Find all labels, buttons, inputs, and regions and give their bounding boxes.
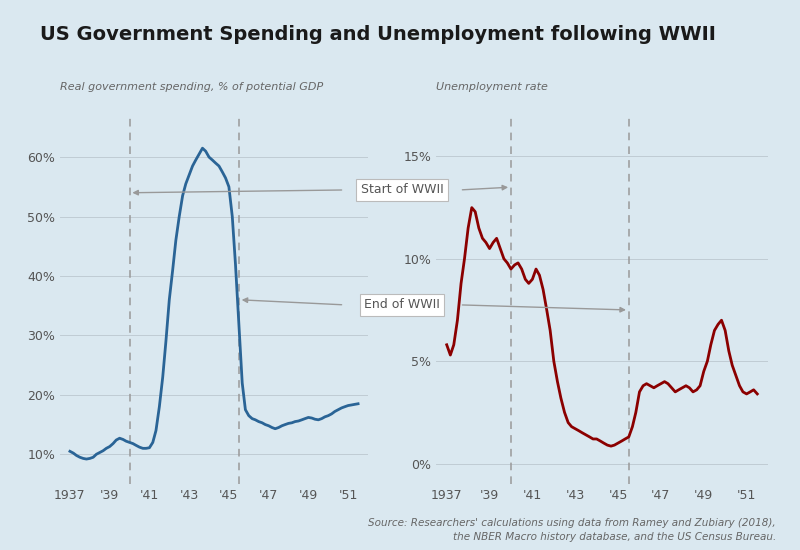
Text: Unemployment rate: Unemployment rate <box>436 81 548 91</box>
Text: Real government spending, % of potential GDP: Real government spending, % of potential… <box>60 81 323 91</box>
Text: US Government Spending and Unemployment following WWII: US Government Spending and Unemployment … <box>40 25 716 44</box>
Text: End of WWII: End of WWII <box>364 298 440 311</box>
Text: Start of WWII: Start of WWII <box>361 184 443 196</box>
Text: Source: Researchers' calculations using data from Ramey and Zubiary (2018),
the : Source: Researchers' calculations using … <box>368 518 776 542</box>
